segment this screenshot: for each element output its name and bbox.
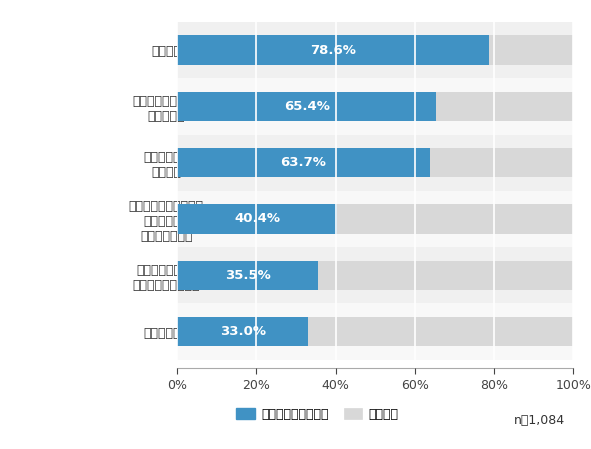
Bar bbox=[177, 135, 573, 191]
Bar bbox=[177, 22, 573, 78]
Bar bbox=[177, 260, 318, 290]
Bar bbox=[177, 260, 573, 290]
Bar bbox=[177, 92, 573, 121]
Bar bbox=[177, 247, 573, 304]
Bar bbox=[177, 317, 308, 346]
Bar bbox=[177, 191, 573, 247]
Bar bbox=[177, 148, 573, 177]
Bar bbox=[177, 317, 573, 346]
Text: 78.6%: 78.6% bbox=[310, 44, 356, 57]
Bar bbox=[177, 204, 573, 233]
Text: 65.4%: 65.4% bbox=[284, 100, 330, 113]
Bar bbox=[177, 204, 337, 233]
Bar bbox=[177, 148, 430, 177]
Legend: ショールームに行く, 行かない: ショールームに行く, 行かない bbox=[231, 403, 404, 426]
Bar bbox=[177, 78, 573, 135]
Text: 40.4%: 40.4% bbox=[234, 212, 280, 225]
Text: 33.0%: 33.0% bbox=[220, 325, 265, 338]
Text: 63.7%: 63.7% bbox=[281, 156, 326, 169]
Bar bbox=[177, 304, 573, 360]
Bar bbox=[177, 92, 436, 121]
Bar bbox=[177, 35, 489, 65]
Text: 35.5%: 35.5% bbox=[225, 269, 271, 282]
Bar bbox=[177, 35, 573, 65]
Text: n＝1,084: n＝1,084 bbox=[514, 414, 566, 427]
